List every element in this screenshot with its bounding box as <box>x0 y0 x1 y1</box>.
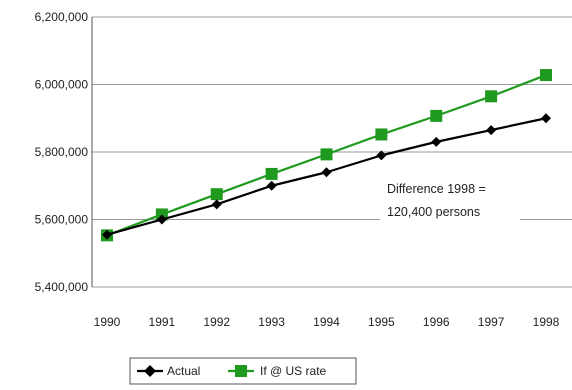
data-point <box>321 167 332 178</box>
annotation-line-1: Difference 1998 = <box>387 182 486 196</box>
data-point <box>266 180 277 191</box>
x-tick-label: 1993 <box>258 315 285 329</box>
x-tick-label: 1991 <box>149 315 176 329</box>
legend-us-rate-marker <box>235 365 247 377</box>
data-point <box>431 136 442 147</box>
data-point <box>102 229 112 240</box>
legend: Actual If @ US rate <box>129 357 357 385</box>
data-point <box>376 150 387 161</box>
y-tick-label: 5,400,000 <box>35 280 89 294</box>
y-tick-label: 5,800,000 <box>35 145 89 159</box>
x-tick-label: 1998 <box>533 315 560 329</box>
x-axis-ticks: 1990 1991 1992 1993 1994 1995 1996 1997 1998 <box>94 315 560 329</box>
data-point <box>211 199 222 210</box>
data-point <box>210 188 223 201</box>
data-point <box>486 125 497 136</box>
legend-us-rate-label: If @ US rate <box>260 364 327 378</box>
y-axis-ticks: 5,400,000 5,600,000 5,800,000 6,000,000 6,20… <box>35 10 89 294</box>
x-tick-label: 1992 <box>203 315 230 329</box>
x-tick-label: 1997 <box>478 315 505 329</box>
series-actual <box>102 113 551 240</box>
y-tick-label: 5,600,000 <box>35 213 89 227</box>
data-point <box>541 113 551 124</box>
legend-actual-marker <box>144 365 156 377</box>
x-tick-label: 1994 <box>313 315 340 329</box>
y-tick-label: 6,200,000 <box>35 10 89 24</box>
data-point <box>320 148 333 161</box>
legend-box <box>129 357 357 385</box>
legend-actual-label: Actual <box>167 364 200 378</box>
annotation-background <box>380 176 520 222</box>
data-point <box>265 167 278 180</box>
annotation: Difference 1998 = 120,400 persons <box>380 176 520 222</box>
data-point <box>485 90 498 103</box>
series-us-rate <box>101 69 552 242</box>
data-point <box>540 69 552 82</box>
x-tick-label: 1990 <box>94 315 121 329</box>
annotation-line-2: 120,400 persons <box>387 205 480 219</box>
data-point <box>430 109 443 122</box>
data-point <box>156 214 167 225</box>
x-tick-label: 1995 <box>368 315 395 329</box>
y-tick-label: 6,000,000 <box>35 78 89 92</box>
series-layer <box>101 69 552 242</box>
data-point <box>375 128 388 141</box>
x-tick-label: 1996 <box>423 315 450 329</box>
data-point <box>155 208 168 221</box>
